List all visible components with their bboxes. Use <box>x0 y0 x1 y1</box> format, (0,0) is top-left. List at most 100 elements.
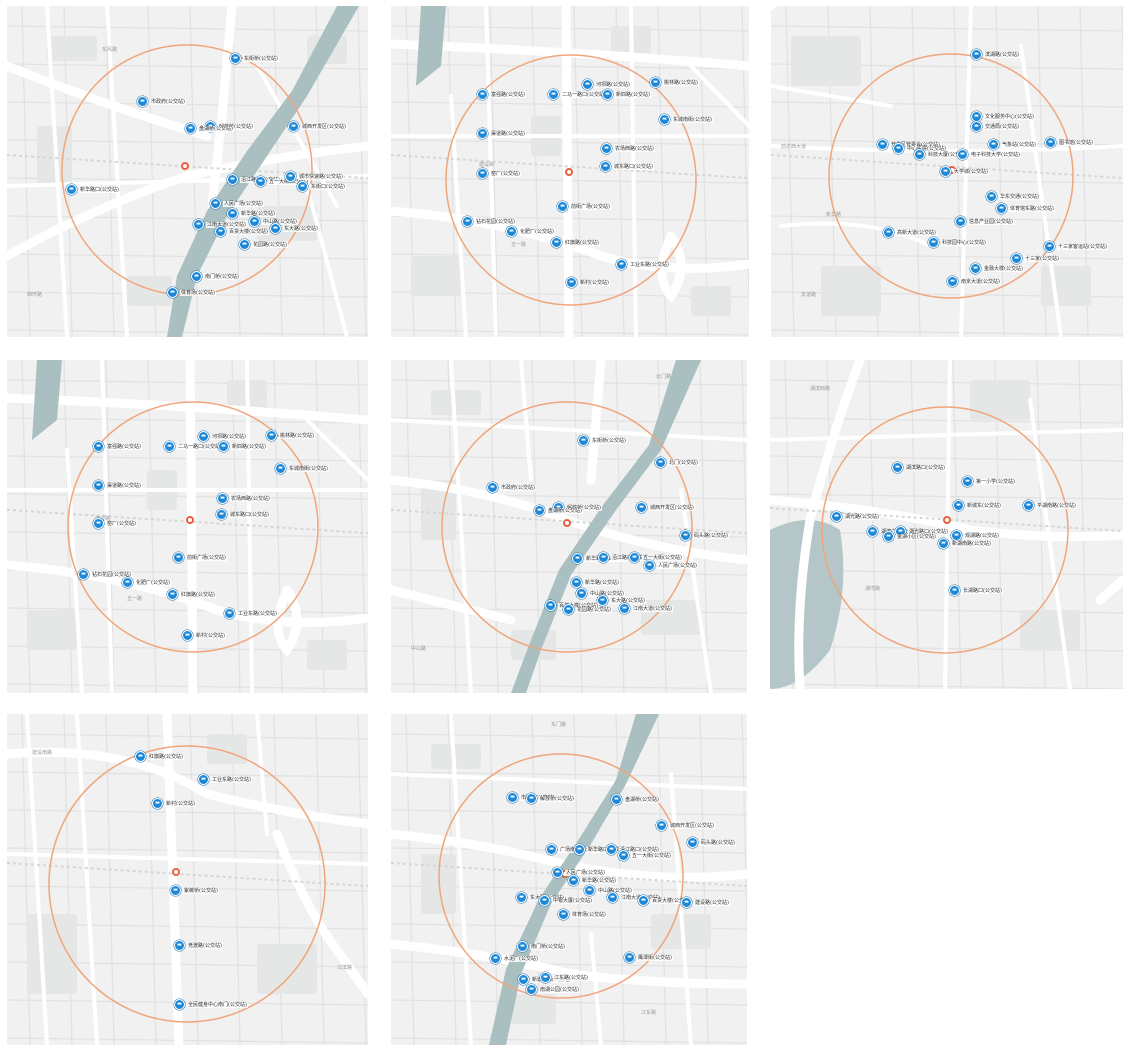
bus-stop-marker[interactable]: ▬ 气象站(公交站) <box>988 139 1037 150</box>
bus-stop-marker[interactable]: ▬东大路(公交站) <box>270 223 319 234</box>
bus-stop-marker[interactable]: ▬ 新四路(公交站) <box>218 441 267 452</box>
bus-stop-marker[interactable]: ▬ 新村(公交站) <box>566 277 610 288</box>
bus-stop-marker[interactable]: ▬ 前街广场(公交站) <box>173 552 227 563</box>
bus-stop-marker[interactable]: ▬ 建设路(公交站) <box>681 897 730 908</box>
location-marker-icon[interactable] <box>172 868 180 876</box>
bus-stop-marker[interactable]: ▬ 体育馆东路(公交站) <box>996 203 1055 214</box>
bus-stop-marker[interactable]: ▬ 城市快速路(公交站) <box>285 171 344 182</box>
bus-stop-marker[interactable]: ▬ 东街口(公交站) <box>297 181 346 192</box>
bus-stop-marker[interactable]: ▬ 市政府(公交站) <box>137 96 186 107</box>
bus-stop-marker[interactable]: ▬ 东城南街(公交站) <box>275 463 329 474</box>
bus-stop-marker[interactable]: ▬新华路口(公交站) <box>66 184 120 195</box>
bus-stop-marker[interactable]: ▬ 江东路(公交站) <box>540 972 589 983</box>
bus-stop-marker[interactable]: ▬ 新村(公交站) <box>182 630 226 641</box>
map-tile-4[interactable]: 五一路建设路▬富强路(公交站)▬二马一路口(公交站)▬河坝路(公交站)▬新四路(… <box>7 360 368 693</box>
bus-stop-marker[interactable]: ▬ 城西开发区(公交站) <box>288 121 347 132</box>
bus-stop-marker[interactable]: ▬ 竞渡路(公交站) <box>174 940 223 951</box>
bus-stop-marker[interactable]: ▬ 桃林路(公交站) <box>650 77 699 88</box>
bus-stop-marker[interactable]: ▬ 滨湖路(公交站) <box>971 49 1020 60</box>
bus-stop-marker[interactable]: ▬ 富强路(公交站) <box>477 89 526 100</box>
map-tile-5[interactable]: 北门路中山路▬东街桥(公交站)▬市政府(公交站)▬北门(公交站)▬解放桥(公交站… <box>391 360 747 693</box>
bus-stop-marker[interactable]: ▬ 中山路(公交站) <box>249 216 298 227</box>
bus-stop-marker[interactable]: ▬ 紫薇桥(公交站) <box>170 885 219 896</box>
map-tile-1[interactable]: 东风路西环路▬东街桥(公交站)▬市政府(公交站)▬解放桥(公交站)▬盘湖桥(公交… <box>7 6 368 337</box>
bus-stop-marker[interactable]: ▬ 华东交通(公交站) <box>986 191 1040 202</box>
bus-stop-marker[interactable]: ▬ 东城南街(公交站) <box>659 114 713 125</box>
bus-stop-marker[interactable]: ▬ 二马一路口(公交站) <box>164 441 223 452</box>
bus-stop-marker[interactable]: ▬ 化肥厂(公交站) <box>506 226 555 237</box>
bus-stop-marker[interactable]: ▬ 城西开发区(公交站) <box>636 502 695 513</box>
bus-stop-marker[interactable]: ▬ 体育场(公交站) <box>167 287 216 298</box>
bus-stop-marker[interactable]: ▬ 体育场(公交站) <box>558 909 607 920</box>
location-marker-icon[interactable] <box>181 162 189 170</box>
bus-stop-marker[interactable]: ▬ 红旗路(公交站) <box>167 589 216 600</box>
bus-stop-marker[interactable]: ▬ 鹰潭街(公交站) <box>624 952 673 963</box>
bus-stop-marker[interactable]: ▬ 市政府(公交站) <box>487 482 536 493</box>
bus-stop-marker[interactable]: ▬ 渠道路(公交站) <box>477 128 526 139</box>
bus-stop-marker[interactable]: ▬ 长湖路口(公交站) <box>949 585 1003 596</box>
bus-stop-marker[interactable]: ▬ 高新大道(公交站) <box>883 227 937 238</box>
bus-stop-marker[interactable]: ▬ 百货大楼(公交站) <box>638 895 692 906</box>
bus-stop-marker[interactable]: ▬ 码头路(公交站) <box>680 530 729 541</box>
bus-stop-marker[interactable]: ▬ 百货大楼(公交站) <box>215 226 269 237</box>
bus-stop-marker[interactable]: ▬ 富强路(公交站) <box>93 441 142 452</box>
bus-stop-marker[interactable]: ▬ 中山路(公交站) <box>584 885 633 896</box>
bus-stop-marker[interactable]: ▬江南大道(公交站) <box>619 603 673 614</box>
bus-stop-marker[interactable]: ▬东大路(公交站) <box>597 595 646 606</box>
bus-stop-marker[interactable]: ▬ 桃林路(公交站) <box>266 430 315 441</box>
bus-stop-marker[interactable]: ▬ 工业东路(公交站) <box>198 774 252 785</box>
bus-stop-marker[interactable]: ▬江南大道(公交站) <box>193 219 247 230</box>
bus-stop-marker[interactable]: ▬ 南京大道(公交站) <box>947 276 1001 287</box>
bus-stop-marker[interactable]: ▬ 科技园中心(公交站) <box>928 237 987 248</box>
bus-stop-marker[interactable]: ▬ 河坝路(公交站) <box>198 431 247 442</box>
bus-stop-marker[interactable]: ▬ 钻石花园(公交站) <box>462 216 516 227</box>
location-marker-icon[interactable] <box>563 519 571 527</box>
bus-stop-marker[interactable]: ▬ 花园路(公交站) <box>239 239 288 250</box>
bus-stop-marker[interactable]: ▬ 湖光路(公交站) <box>831 511 880 522</box>
bus-stop-marker[interactable]: ▬ 交通局(公交站) <box>971 121 1020 132</box>
bus-stop-marker[interactable]: ▬ 水泥厂(公交站) <box>490 953 539 964</box>
location-marker-icon[interactable] <box>186 516 194 524</box>
bus-stop-marker[interactable]: ▬ 新湖南路(公交站) <box>938 538 992 549</box>
bus-stop-marker[interactable]: ▬ 人民广场(公交站) <box>644 560 698 571</box>
map-tile-7[interactable]: 建设南路 江滨路 ▬ 红旗路(公交站) ▬ 工业东路(公交站) ▬ 新村(公交站) ▬ 紫薇桥(公… <box>7 714 368 1045</box>
bus-stop-marker[interactable]: ▬ 十三家(公交站) <box>1011 253 1060 264</box>
bus-stop-marker[interactable]: ▬五一大街(公交站) <box>629 552 683 563</box>
bus-stop-marker[interactable]: ▬ 化肥厂(公交站) <box>122 577 171 588</box>
bus-stop-marker[interactable]: ▬ 新塘路口(公交站) <box>518 974 572 985</box>
location-marker-icon[interactable] <box>943 516 951 524</box>
bus-stop-marker[interactable]: ▬五一大街(公交站) <box>618 850 672 861</box>
bus-stop-marker[interactable]: ▬ 金湖小区(公交站) <box>883 531 937 542</box>
bus-stop-marker[interactable]: ▬ 工业东路(公交站) <box>616 259 670 270</box>
bus-stop-marker[interactable]: ▬ 市政府(公交站) <box>507 792 556 803</box>
bus-stop-marker[interactable]: ▬ 新四路(公交站) <box>602 89 651 100</box>
bus-stop-marker[interactable]: ▬ 农场西路(公交站) <box>217 493 271 504</box>
map-tile-3[interactable]: 前进西大道 新华路 友谊路 ▬ 滨湖路(公交站) ▬ 文化服务中心(公交站) ▬ 交通局(公交站… <box>771 6 1123 337</box>
bus-stop-marker[interactable]: ▬ 科技大厦(公交站) <box>914 149 968 160</box>
bus-stop-marker[interactable]: ▬ 钻石花园(公交站) <box>78 569 132 580</box>
bus-stop-marker[interactable]: ▬ 东街桥(公交站) <box>578 435 627 446</box>
bus-stop-marker[interactable]: ▬ 河坝路(公交站) <box>582 79 631 90</box>
bus-stop-marker[interactable]: ▬ 信息产业园(公交站) <box>955 216 1014 227</box>
bus-stop-marker[interactable]: ▬ 窑厂(公交站) <box>93 518 137 529</box>
bus-stop-marker[interactable]: ▬ 湖滨路口(公交站) <box>892 462 946 473</box>
bus-stop-marker[interactable]: ▬ 前街广场(公交站) <box>557 201 611 212</box>
bus-stop-marker[interactable]: ▬ 全民健身中心南门(公交站) <box>174 999 248 1010</box>
bus-stop-marker[interactable]: ▬解放桥(公交站) <box>526 793 575 804</box>
bus-stop-marker[interactable]: ▬ 南湖公园(公交站) <box>526 984 580 995</box>
bus-stop-marker[interactable]: ▬ 城东路口(公交站) <box>600 161 654 172</box>
bus-stop-marker[interactable]: ▬ 二马一路口(公交站) <box>548 89 607 100</box>
bus-stop-marker[interactable]: ▬ 金融大楼(公交站) <box>970 263 1024 274</box>
bus-stop-marker[interactable]: ▬ 城西开发区(公交站) <box>656 820 715 831</box>
bus-stop-marker[interactable]: ▬ 中心医院(公交站) <box>893 143 947 154</box>
bus-stop-marker[interactable]: ▬ 盘湖桥(公交站) <box>611 794 660 805</box>
bus-stop-marker[interactable]: ▬ 北门(公交站) <box>655 457 699 468</box>
bus-stop-marker[interactable]: ▬ 新城东(公交站) <box>953 500 1002 511</box>
bus-stop-marker[interactable]: ▬ 中银大厦(公交站) <box>539 895 593 906</box>
bus-stop-marker[interactable]: ▬ 新村(公交站) <box>152 798 196 809</box>
bus-stop-marker[interactable]: ▬ 花园路(公交站) <box>563 604 612 615</box>
bus-stop-marker[interactable]: ▬ 红旗路(公交站) <box>135 751 184 762</box>
location-marker-icon[interactable] <box>565 168 573 176</box>
bus-stop-marker[interactable]: ▬ 图书馆(公交站) <box>1045 137 1094 148</box>
bus-stop-marker[interactable]: ▬ 人民广场(公交站) <box>210 198 264 209</box>
